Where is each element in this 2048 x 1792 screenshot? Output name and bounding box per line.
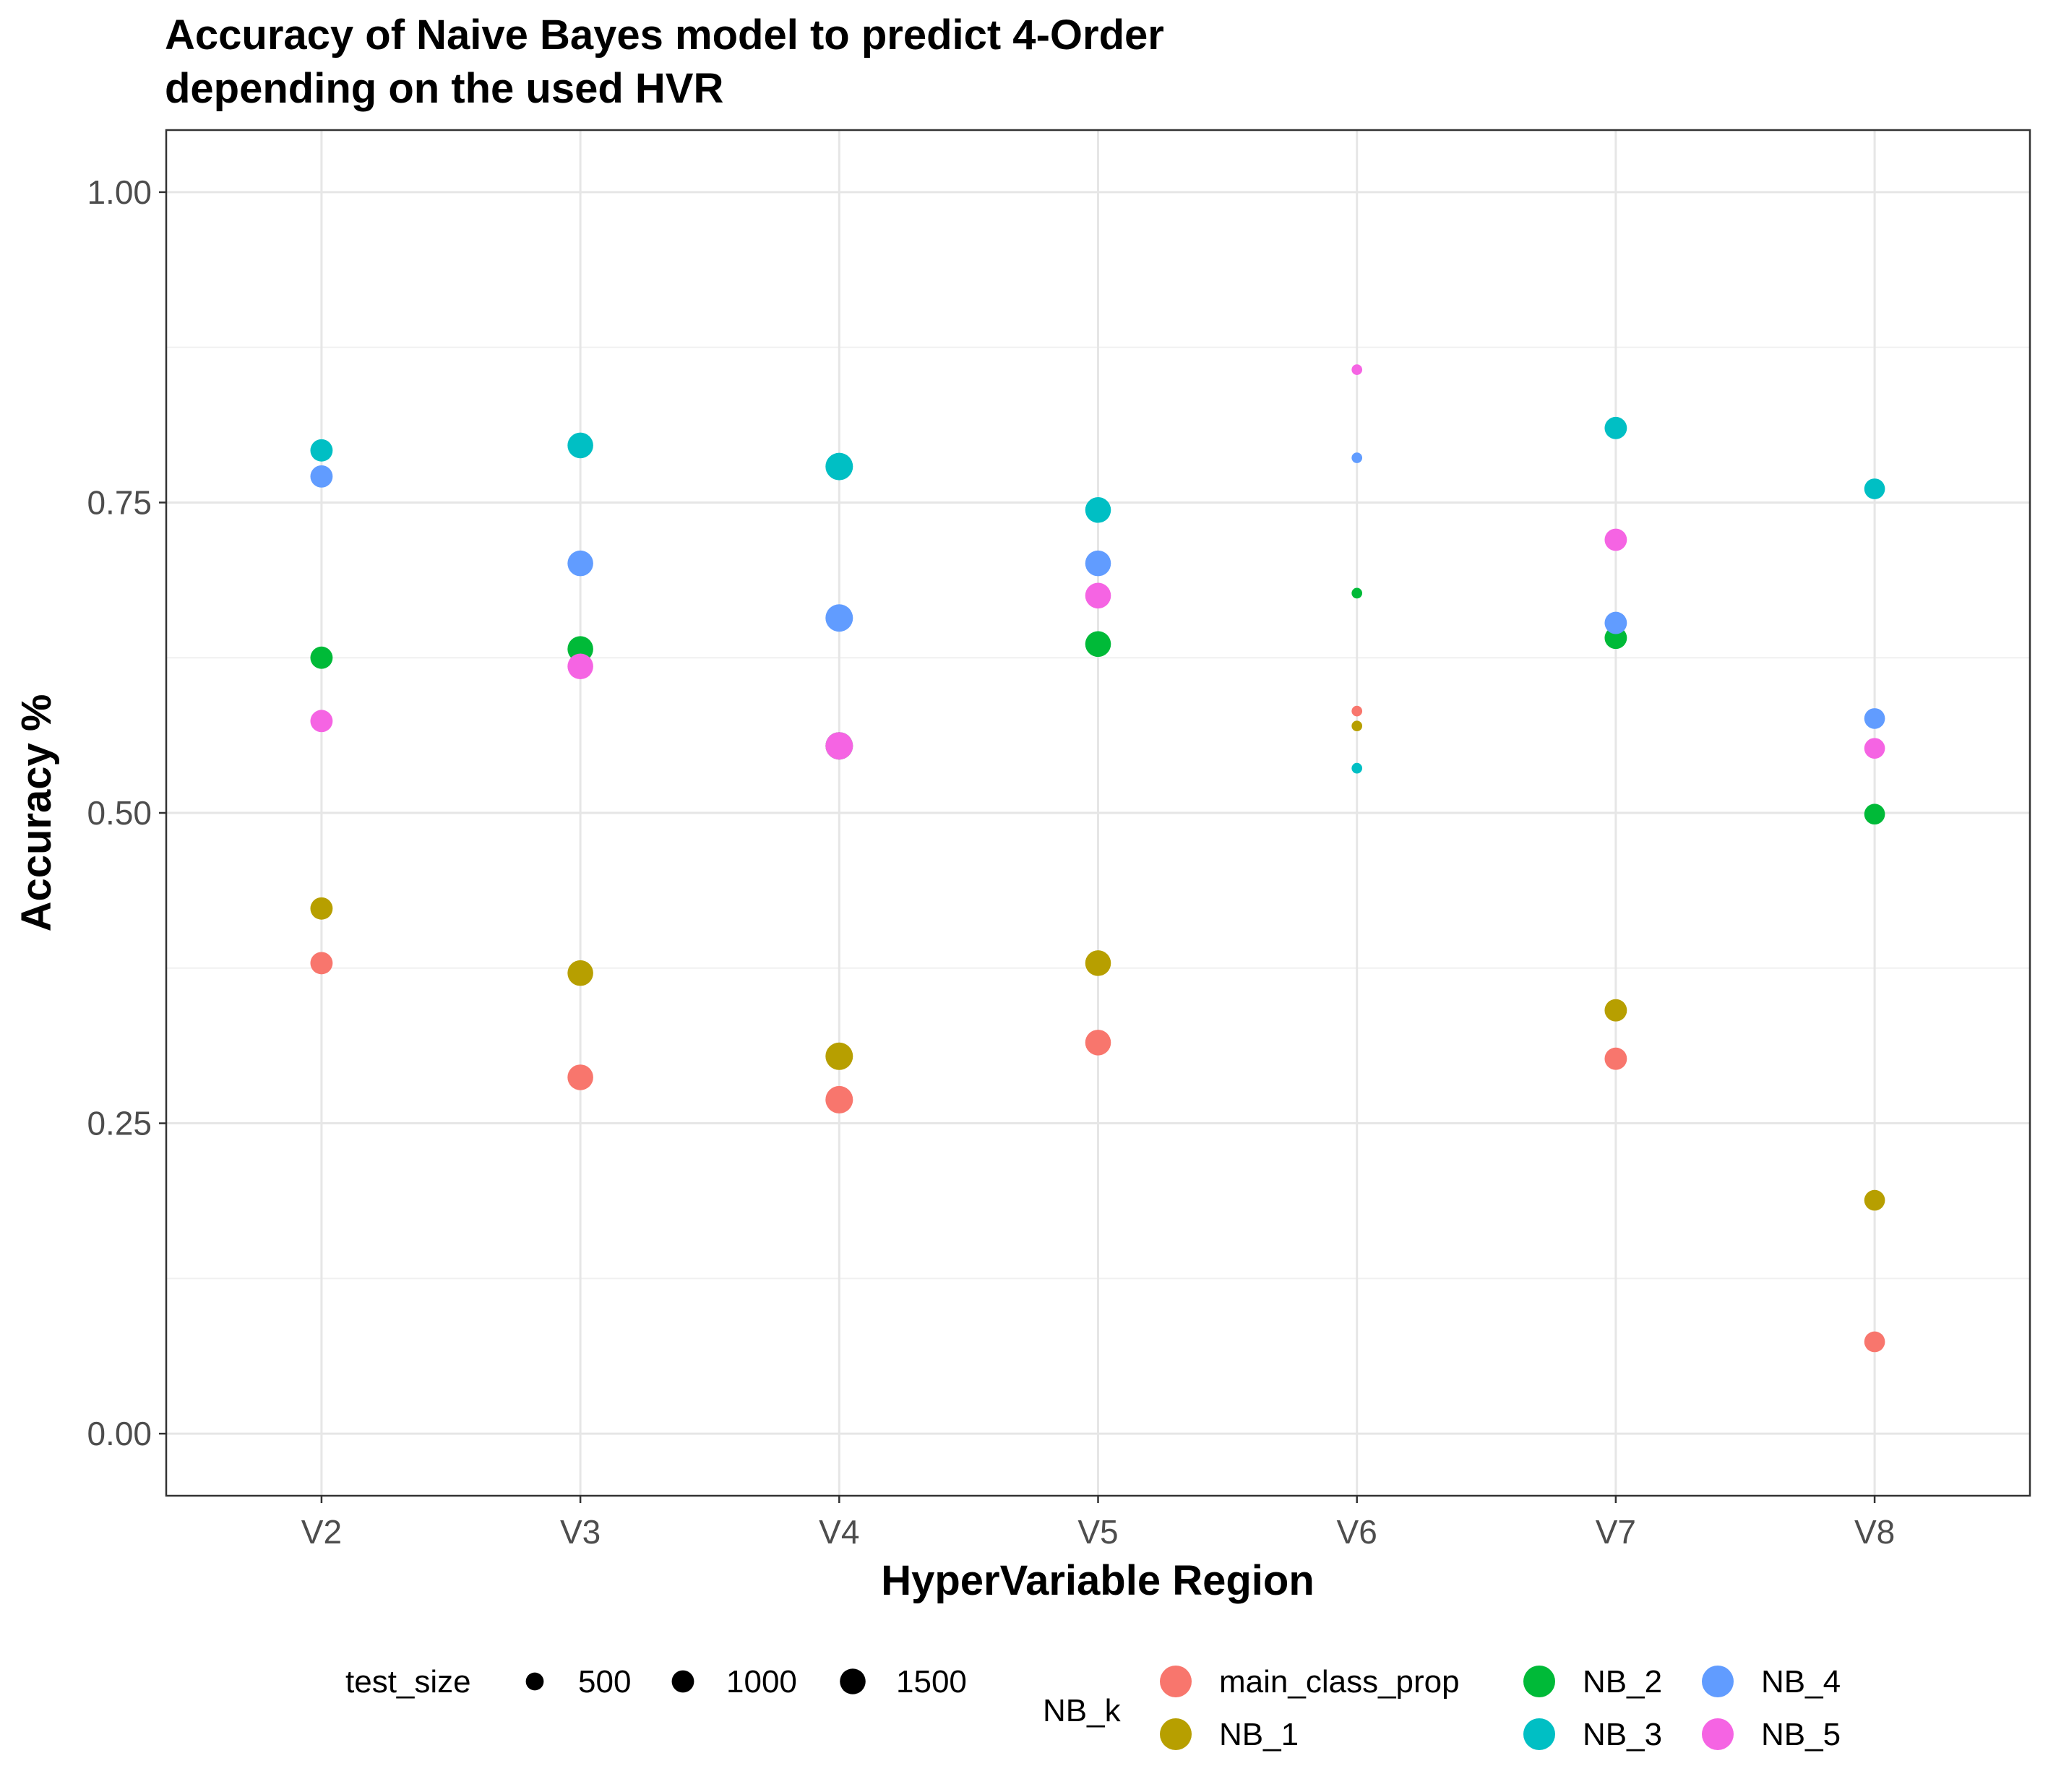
color-legend-key <box>1702 1666 1734 1697</box>
data-point-nb-1 <box>825 1042 853 1070</box>
data-point-nb-5 <box>310 710 333 733</box>
size-legend-title: test_size <box>345 1664 471 1700</box>
chart-title-line-2: depending on the used HVR <box>165 65 723 112</box>
x-tick-label: V3 <box>560 1513 601 1551</box>
data-point-nb-1 <box>1085 950 1111 976</box>
data-point-nb-5 <box>825 732 853 760</box>
data-points <box>310 364 1885 1353</box>
data-point-nb-4 <box>1864 708 1885 729</box>
data-point-nb-4 <box>1604 611 1627 634</box>
data-point-nb-4 <box>1351 452 1363 463</box>
data-point-nb-3 <box>567 432 593 459</box>
y-tick-label: 1.00 <box>87 173 152 211</box>
data-point-nb-1 <box>1604 999 1627 1022</box>
size-legend-key <box>671 1670 694 1693</box>
data-point-nb-3 <box>1351 762 1363 774</box>
x-tick-label: V8 <box>1854 1513 1895 1551</box>
data-point-nb-4 <box>1085 550 1111 577</box>
size-legend-label: 1500 <box>896 1664 967 1700</box>
y-tick-label: 0.75 <box>87 483 152 521</box>
y-tick-label: 0.50 <box>87 794 152 832</box>
data-point-main-class-prop <box>1351 705 1363 717</box>
color-legend-key <box>1160 1718 1192 1750</box>
x-axis-title: HyperVariable Region <box>881 1557 1315 1604</box>
x-tick-label: V6 <box>1337 1513 1377 1551</box>
y-axis: 0.00 0.25 0.50 0.75 1.00 <box>87 173 166 1452</box>
data-point-nb-4 <box>825 604 853 632</box>
data-point-nb-2 <box>310 646 333 669</box>
size-legend-key <box>525 1672 544 1691</box>
color-legend-label: NB_5 <box>1761 1717 1841 1752</box>
color-legend-key <box>1523 1718 1555 1750</box>
data-point-nb-1 <box>567 960 593 986</box>
size-legend-label: 1000 <box>726 1664 797 1700</box>
data-point-nb-3 <box>825 452 853 481</box>
data-point-nb-5 <box>1351 364 1363 375</box>
data-point-nb-1 <box>1864 1189 1885 1211</box>
plot-panel <box>165 129 2031 1497</box>
color-legend-key <box>1160 1666 1192 1697</box>
color-legend: NB_k main_class_prop NB_1 NB_2 NB_3 NB_4 NB_5 <box>1043 1664 1841 1752</box>
y-tick-label: 0.25 <box>87 1105 152 1142</box>
x-tick-label: V2 <box>301 1513 342 1551</box>
data-point-nb-1 <box>1351 720 1363 732</box>
color-legend-key <box>1523 1666 1555 1697</box>
x-tick-label: V4 <box>819 1513 859 1551</box>
color-legend-label: NB_2 <box>1583 1664 1662 1700</box>
y-axis-title: Accuracy % <box>13 694 60 932</box>
x-axis: V2 V3 V4 V5 V6 V7 V8 <box>301 1496 1895 1551</box>
data-point-main-class-prop <box>1864 1331 1885 1353</box>
size-legend: test_size 500 1000 1500 <box>345 1664 967 1700</box>
size-legend-key <box>840 1668 866 1694</box>
y-tick-label: 0.00 <box>87 1415 152 1452</box>
data-point-main-class-prop <box>310 952 333 975</box>
x-tick-label: V7 <box>1596 1513 1636 1551</box>
data-point-nb-5 <box>567 653 593 680</box>
data-point-nb-2 <box>1085 631 1111 658</box>
color-legend-key <box>1702 1718 1734 1750</box>
data-point-nb-2 <box>1351 587 1363 599</box>
color-legend-label: NB_4 <box>1761 1664 1841 1700</box>
color-legend-label: main_class_prop <box>1219 1664 1460 1700</box>
data-point-nb-3 <box>1864 478 1885 499</box>
data-point-main-class-prop <box>1604 1047 1627 1070</box>
color-legend-label: NB_3 <box>1583 1717 1662 1752</box>
data-point-nb-5 <box>1604 528 1627 551</box>
data-point-nb-3 <box>1085 496 1111 523</box>
data-point-main-class-prop <box>1085 1030 1111 1056</box>
data-point-nb-3 <box>1604 416 1627 439</box>
data-point-nb-3 <box>310 439 333 462</box>
x-tick-label: V5 <box>1077 1513 1118 1551</box>
data-point-nb-5 <box>1864 738 1885 759</box>
size-legend-label: 500 <box>578 1664 631 1700</box>
data-point-nb-4 <box>310 465 333 488</box>
data-point-nb-5 <box>1085 582 1111 609</box>
data-point-nb-2 <box>1864 804 1885 825</box>
data-point-nb-1 <box>310 897 333 920</box>
data-point-nb-4 <box>567 550 593 577</box>
chart-title-line-1: Accuracy of Naive Bayes model to predict… <box>165 12 1164 59</box>
color-legend-label: NB_1 <box>1219 1717 1299 1752</box>
data-point-main-class-prop <box>825 1085 853 1113</box>
color-legend-title: NB_k <box>1043 1693 1122 1728</box>
data-point-main-class-prop <box>567 1064 593 1090</box>
